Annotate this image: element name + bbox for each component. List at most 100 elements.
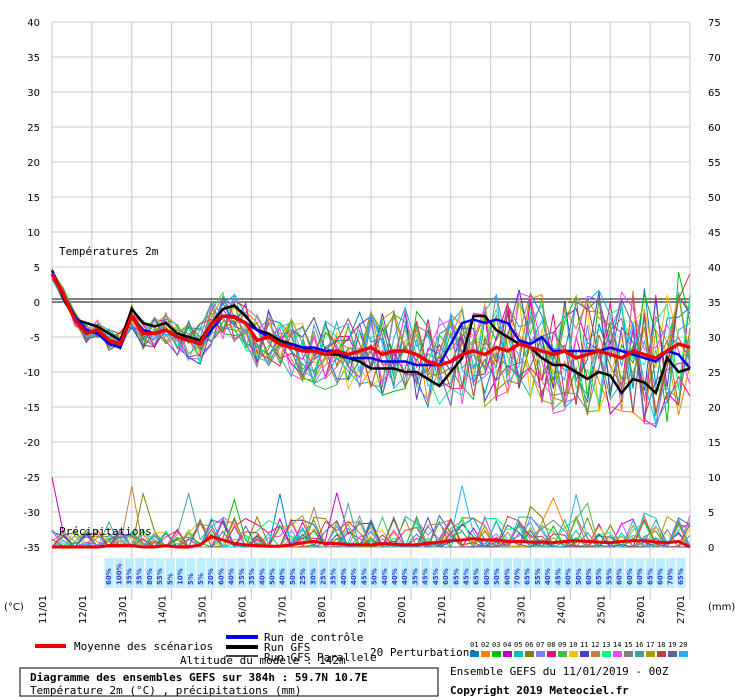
perturbation-id: 06 — [525, 641, 533, 649]
date-tick-label: 19/01 — [357, 595, 368, 624]
precip-tick-label: 10 — [708, 473, 721, 484]
probability-cell — [104, 558, 114, 588]
probability-cell — [186, 558, 196, 588]
perturbation-swatch — [470, 651, 479, 657]
probability-cell — [615, 558, 625, 588]
date-tick-label: 14/01 — [158, 595, 169, 624]
probability-cell — [339, 558, 349, 588]
probability-value: 60% — [503, 568, 511, 585]
precip-tick-label: 5 — [708, 508, 714, 519]
probability-cell — [574, 558, 584, 588]
probability-value: 60% — [585, 568, 593, 585]
perturbation-swatch — [536, 651, 545, 657]
precip-tick-label: 40 — [708, 263, 721, 274]
perturbation-id: 10 — [569, 641, 577, 649]
probability-cell — [502, 558, 512, 588]
precip-tick-label: 75 — [708, 18, 721, 29]
probability-cell — [237, 558, 247, 588]
date-tick-label: 20/01 — [397, 595, 408, 624]
probability-cell — [410, 558, 421, 588]
probability-value: 45% — [360, 568, 368, 585]
probability-cell — [563, 558, 574, 588]
probability-value: 55% — [534, 568, 542, 585]
precip-tick-label: 30 — [708, 333, 721, 344]
probability-value: 65% — [677, 568, 685, 585]
temp-tick-label: 35 — [27, 53, 40, 64]
probability-cell — [533, 558, 543, 588]
precip-tick-label: 15 — [708, 438, 721, 449]
probability-cell — [645, 558, 655, 588]
perturbation-swatch — [602, 651, 611, 657]
probability-value: 45% — [462, 568, 470, 585]
perturbation-swatch — [613, 651, 622, 657]
probability-cell — [594, 558, 604, 588]
precip-tick-label: 65 — [708, 88, 721, 99]
perturbation-line — [51, 273, 691, 413]
temp-tick-label: -25 — [24, 473, 40, 484]
temp-tick-label: 10 — [27, 228, 40, 239]
probability-value: 60% — [656, 568, 664, 585]
perturbation-id: 07 — [536, 641, 544, 649]
temp-tick-label: -5 — [30, 333, 40, 344]
perturbation-id: 14 — [613, 641, 621, 649]
temp-tick-label: -35 — [24, 543, 40, 554]
probability-cell — [318, 558, 329, 588]
date-axis-ticks: 11/01 12/01 13/01 14/01 15/01 16/01 17/01 18/01… — [38, 595, 687, 624]
legend-perturbations-label: 20 Perturbations — [370, 646, 476, 659]
probability-value: 60% — [442, 568, 450, 585]
precip-tick-label: 45 — [708, 228, 721, 239]
legend-gfs-parallel-label: Run GFS Parallele — [264, 651, 377, 664]
temp-tick-label: 30 — [27, 88, 40, 99]
probability-value: 70% — [514, 568, 522, 585]
probability-value: 60% — [636, 568, 644, 585]
left-axis-unit: (°C) — [4, 602, 24, 613]
probability-cell — [400, 558, 410, 588]
temp-tick-label: -30 — [24, 508, 40, 519]
probability-value: 65% — [524, 568, 532, 585]
probability-value: 65% — [595, 568, 603, 585]
probability-value: 60% — [217, 568, 225, 585]
perturbation-swatch — [547, 651, 556, 657]
precip-tick-label: 70 — [708, 53, 721, 64]
date-tick-label: 11/01 — [38, 595, 49, 624]
probability-cell — [461, 558, 472, 588]
perturbation-id: 19 — [668, 641, 676, 649]
probability-value: 50% — [493, 568, 501, 585]
perturbation-line — [51, 276, 691, 403]
probability-value: 10% — [177, 568, 185, 585]
probability-value: 5% — [187, 573, 195, 585]
probability-value: 100% — [115, 563, 123, 585]
perturbation-swatch — [646, 651, 655, 657]
probability-cell — [380, 558, 390, 588]
probability-value: 50% — [289, 568, 297, 585]
perturbation-id: 04 — [503, 641, 511, 649]
probability-value: 50% — [575, 568, 583, 585]
probability-cell — [114, 558, 124, 588]
perturbation-id: 12 — [591, 641, 599, 649]
probability-value: 70% — [667, 568, 675, 585]
precip-tick-label: 50 — [708, 193, 721, 204]
perturbation-swatch — [569, 651, 578, 657]
precip-tick-label: 20 — [708, 403, 721, 414]
perturbation-id: 03 — [492, 641, 500, 649]
precipitation-label: Précipitations — [59, 525, 152, 538]
date-tick-label: 25/01 — [596, 595, 607, 624]
probability-cell — [492, 558, 502, 588]
probability-cell — [278, 558, 288, 588]
ensemble-info: Ensemble GEFS du 11/01/2019 - 00Z — [450, 665, 669, 678]
probability-value: 60% — [565, 568, 573, 585]
temp-tick-label: 25 — [27, 123, 40, 134]
probability-cell — [288, 558, 298, 588]
probability-value: 55% — [605, 568, 613, 585]
probability-strip: 60% 100% 35% 35% 80% 55% 5% 10% 5% 5% 20% 60% 40% 35%… — [104, 558, 686, 588]
probability-value: 5% — [197, 573, 205, 585]
probability-cell — [227, 558, 237, 588]
probability-cell — [584, 558, 594, 588]
probability-value: 40% — [279, 568, 287, 585]
chart-title: Diagramme des ensembles GEFS sur 384h : … — [30, 671, 368, 684]
probability-cell — [329, 558, 339, 588]
probability-value: 20% — [207, 568, 215, 585]
probability-value: 65% — [473, 568, 481, 585]
chart-subtitle: Température 2m (°C) , précipitations (mm… — [30, 684, 302, 697]
